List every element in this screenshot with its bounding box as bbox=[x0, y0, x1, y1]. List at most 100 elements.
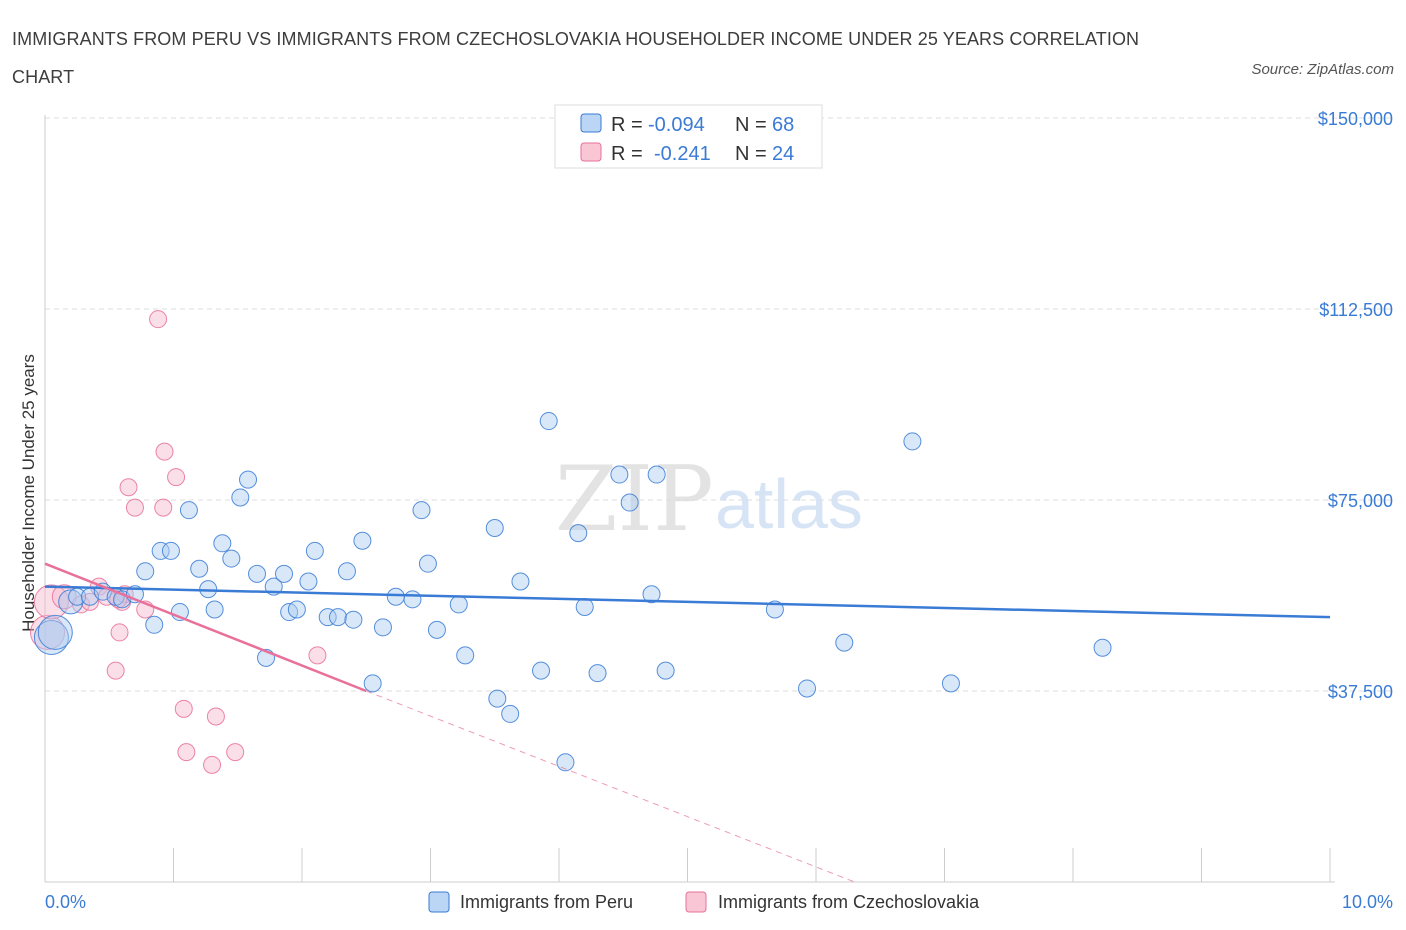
peru-point-43 bbox=[456, 646, 475, 665]
stats-r-label-czechoslovakia: R = bbox=[611, 143, 643, 165]
source-label: Source: ZipAtlas.com bbox=[1251, 61, 1394, 78]
peru-point-28 bbox=[299, 572, 318, 591]
y-tick-label-0: $37,500 bbox=[1328, 682, 1393, 702]
peru-point-48 bbox=[532, 661, 551, 680]
czechoslovakia-point-20 bbox=[177, 743, 196, 762]
y-tick-label-1: $75,000 bbox=[1328, 491, 1393, 511]
peru-point-46 bbox=[501, 704, 520, 723]
peru-point-38 bbox=[403, 590, 422, 609]
czechoslovakia-point-11 bbox=[110, 623, 129, 642]
czechoslovakia-point-15 bbox=[149, 310, 168, 329]
peru-point-27 bbox=[287, 600, 306, 619]
peru-trend-line bbox=[44, 585, 1331, 619]
stats-n-value-czechoslovakia: 24 bbox=[772, 143, 794, 165]
peru-point-17 bbox=[205, 600, 224, 619]
czechoslovakia-trend-extension bbox=[366, 690, 855, 883]
peru-point-18 bbox=[213, 534, 232, 553]
peru-point-45 bbox=[488, 689, 507, 708]
peru-point-0 bbox=[33, 620, 69, 656]
czechoslovakia-point-0 bbox=[30, 614, 66, 650]
stats-n-label-czechoslovakia: N = bbox=[735, 143, 767, 165]
peru-point-33 bbox=[344, 610, 363, 629]
watermark-atlas: atlas bbox=[715, 465, 863, 543]
peru-point-37 bbox=[386, 587, 405, 606]
czechoslovakia-point-17 bbox=[155, 442, 174, 461]
peru-point-19 bbox=[222, 549, 241, 568]
stats-r-value-czechoslovakia: -0.241 bbox=[654, 143, 711, 165]
y-tick-label-2: $112,500 bbox=[1319, 300, 1393, 320]
stats-legend: R = -0.094 N = 68 R = -0.241 N = 24 bbox=[554, 104, 823, 169]
legend-label-czechoslovakia: Immigrants from Czechoslovakia bbox=[718, 892, 980, 912]
peru-point-1 bbox=[37, 614, 73, 650]
peru-point-56 bbox=[642, 585, 661, 604]
peru-point-36 bbox=[373, 618, 392, 637]
y-tick-labels: $37,500 $75,000 $112,500 $150,000 bbox=[1318, 109, 1393, 702]
czechoslovakia-point-23 bbox=[226, 743, 245, 762]
peru-point-47 bbox=[511, 572, 530, 591]
peru-point-39 bbox=[412, 501, 431, 520]
peru-point-49 bbox=[539, 412, 558, 431]
legend-swatch-peru bbox=[428, 891, 450, 913]
peru-point-30 bbox=[318, 608, 337, 627]
peru-point-15 bbox=[190, 559, 209, 578]
peru-point-62 bbox=[903, 432, 922, 451]
x-tick-marks bbox=[44, 848, 1331, 882]
peru-point-44 bbox=[485, 519, 504, 538]
czechoslovakia-points bbox=[30, 310, 327, 774]
series-legend: Immigrants from Peru Immigrants from Cze… bbox=[428, 891, 980, 913]
peru-point-60 bbox=[798, 679, 817, 698]
peru-point-10 bbox=[145, 615, 164, 634]
stats-r-value-peru: -0.094 bbox=[648, 114, 705, 136]
peru-point-9 bbox=[136, 562, 155, 581]
peru-point-20 bbox=[231, 488, 250, 507]
y-axis-title: Householder Income Under 25 years bbox=[19, 354, 38, 632]
czechoslovakia-point-12 bbox=[119, 478, 138, 497]
stats-swatch-peru bbox=[580, 113, 602, 133]
peru-point-14 bbox=[179, 501, 198, 520]
peru-point-64 bbox=[1093, 638, 1112, 657]
peru-point-52 bbox=[575, 597, 594, 616]
czechoslovakia-trend-line bbox=[44, 562, 367, 693]
stats-swatch-czechoslovakia bbox=[580, 142, 602, 162]
czechoslovakia-point-22 bbox=[206, 707, 225, 726]
peru-point-61 bbox=[835, 633, 854, 652]
peru-point-31 bbox=[328, 608, 347, 627]
peru-point-51 bbox=[569, 524, 588, 543]
peru-point-53 bbox=[588, 664, 607, 683]
peru-point-54 bbox=[610, 465, 629, 484]
czechoslovakia-point-24 bbox=[308, 646, 327, 665]
peru-point-35 bbox=[363, 674, 382, 693]
peru-point-58 bbox=[656, 661, 675, 680]
czechoslovakia-point-7 bbox=[106, 661, 125, 680]
y-tick-label-3: $150,000 bbox=[1318, 109, 1393, 129]
czechoslovakia-point-1 bbox=[33, 584, 69, 620]
peru-point-34 bbox=[353, 531, 372, 550]
trend-lines bbox=[44, 562, 1331, 883]
czechoslovakia-point-13 bbox=[125, 498, 144, 517]
peru-point-12 bbox=[161, 541, 180, 560]
peru-point-21 bbox=[239, 470, 258, 489]
stats-n-value-peru: 68 bbox=[772, 114, 794, 136]
stats-r-label-peru: R = bbox=[611, 114, 643, 136]
stats-n-label-peru: N = bbox=[735, 114, 767, 136]
peru-point-42 bbox=[449, 595, 468, 614]
peru-point-63 bbox=[941, 674, 960, 693]
peru-point-25 bbox=[275, 564, 294, 583]
x-tick-label-max: 10.0% bbox=[1342, 892, 1393, 912]
peru-point-57 bbox=[647, 465, 666, 484]
peru-point-32 bbox=[337, 562, 356, 581]
chart-title: IMMIGRANTS FROM PERU VS IMMIGRANTS FROM … bbox=[12, 29, 1140, 87]
legend-label-peru: Immigrants from Peru bbox=[460, 892, 633, 912]
x-tick-label-min: 0.0% bbox=[45, 892, 86, 912]
peru-points bbox=[33, 412, 1112, 772]
peru-point-29 bbox=[305, 541, 324, 560]
peru-point-41 bbox=[427, 620, 446, 639]
legend-swatch-czechoslovakia bbox=[685, 891, 707, 913]
peru-point-40 bbox=[418, 554, 437, 573]
grid-lines bbox=[45, 117, 1392, 692]
peru-point-11 bbox=[151, 541, 170, 560]
czechoslovakia-point-16 bbox=[154, 498, 173, 517]
peru-point-22 bbox=[248, 564, 267, 583]
czechoslovakia-point-21 bbox=[203, 755, 222, 774]
